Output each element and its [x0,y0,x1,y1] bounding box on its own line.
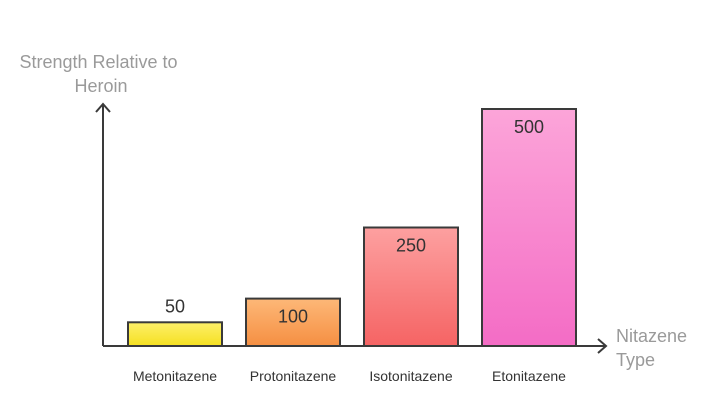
x-axis-arrowhead [597,338,608,354]
x-axis-title: Nitazene Type [616,326,692,370]
bars-group: 50 Metonitazene 100 Protonitazene 250 Isotoni… [127,108,577,384]
value-label-protonitazene: 100 [278,307,308,327]
bar-etonitazene [481,108,577,347]
x-axis-title-line-1: Nitazene [616,326,687,346]
y-axis-title-line-2: Heroin [74,76,127,96]
category-label-metonitazene: Metonitazene [133,368,217,384]
bar-isotonitazene [363,226,459,347]
x-axis-title-line-2: Type [616,350,655,370]
bar-metonitazene [127,321,223,347]
y-axis-arrowhead [95,102,111,113]
value-label-isotonitazene: 250 [396,236,426,256]
category-label-isotonitazene: Isotonitazene [369,368,452,384]
y-axis-title-line-1: Strength Relative to [19,52,177,72]
bar-protonitazene [245,297,341,348]
value-label-etonitazene: 500 [514,117,544,137]
category-label-etonitazene: Etonitazene [492,368,566,384]
category-label-protonitazene: Protonitazene [250,368,337,384]
value-label-metonitazene: 50 [165,296,185,316]
y-axis-title: Strength Relative to Heroin [19,52,182,96]
